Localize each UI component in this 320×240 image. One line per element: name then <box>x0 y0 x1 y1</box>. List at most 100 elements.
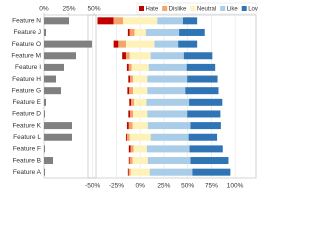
bar-segment <box>182 17 198 25</box>
bar-segment <box>113 40 119 48</box>
legend-swatch <box>241 6 247 11</box>
category-label: Feature D <box>12 111 41 118</box>
bar <box>44 17 69 25</box>
category-label: Feature N <box>12 18 41 25</box>
bar-segment <box>128 145 131 153</box>
legend-swatch <box>162 6 168 11</box>
legend-box <box>136 2 257 15</box>
bar <box>44 52 76 60</box>
x-tick-label: -50% <box>85 183 100 190</box>
bar-segment <box>125 52 130 60</box>
bar-segment <box>123 17 158 25</box>
bar-segment <box>126 133 130 141</box>
bar-segment <box>133 87 148 95</box>
legend-label: Hate <box>146 6 159 12</box>
bar <box>44 133 72 141</box>
category-label: Feature B <box>12 157 41 164</box>
category-label: Feature O <box>12 41 41 48</box>
bar-segment <box>129 157 133 165</box>
x-tick-label: 25% <box>62 6 75 13</box>
bar-segment <box>122 52 126 60</box>
x-tick-label: -25% <box>109 183 124 190</box>
bar-segment <box>126 122 129 130</box>
bar-segment <box>147 87 186 95</box>
bar-segment <box>186 63 216 71</box>
bar-segment <box>178 40 198 48</box>
legend-swatch <box>190 6 196 11</box>
bar-segment <box>128 110 131 118</box>
bar-segment <box>148 63 187 71</box>
bar-segment <box>133 75 148 83</box>
bar-segment <box>154 40 179 48</box>
bar-segment <box>189 145 223 153</box>
legend-label: Neutral <box>197 6 216 12</box>
right-plot-frame <box>87 14 257 179</box>
bar-segment <box>190 157 229 165</box>
bar-segment <box>150 52 184 60</box>
x-tick-label: 50% <box>87 6 100 13</box>
bar-segment <box>118 40 126 48</box>
bar-segment <box>127 87 130 95</box>
bar-segment <box>146 98 190 106</box>
bar-segment <box>147 122 191 130</box>
bar-segment <box>134 98 147 106</box>
bar <box>44 98 46 106</box>
bar-segment <box>129 87 134 95</box>
bar-segment <box>129 52 151 60</box>
bar-segment <box>149 168 193 176</box>
x-tick-label: 0% <box>39 6 49 13</box>
bar <box>44 110 45 118</box>
bar-segment <box>131 98 135 106</box>
bar-segment <box>131 63 149 71</box>
legend-label: Like <box>227 6 239 12</box>
legend-label: Love <box>248 6 258 12</box>
bar-segment <box>132 157 148 165</box>
bar-segment <box>128 63 132 71</box>
bar-segment <box>189 98 223 106</box>
bar <box>44 168 45 176</box>
bar-segment <box>128 157 130 165</box>
bar-segment <box>133 145 147 153</box>
category-label: Feature H <box>12 76 41 83</box>
bar-segment <box>130 145 134 153</box>
category-label: Feature M <box>11 52 41 59</box>
bar-segment <box>130 168 150 176</box>
bar-segment <box>126 63 129 71</box>
bar-segment <box>132 122 148 130</box>
bar-segment <box>183 52 213 60</box>
category-label: Feature L <box>13 134 41 141</box>
bar-segment <box>125 133 127 141</box>
bar-segment <box>185 87 219 95</box>
bar <box>44 122 72 130</box>
bar <box>44 40 92 48</box>
category-label: Feature G <box>12 87 41 94</box>
chart: 0% 25% 50% Feature N Feature J Feature O Featu… <box>11 2 258 190</box>
legend-swatch <box>220 6 226 11</box>
category-label: Feature E <box>12 99 41 106</box>
category-label: Feature I <box>15 64 41 71</box>
bar-segment <box>129 98 132 106</box>
bar-segment <box>133 110 148 118</box>
legend-swatch <box>139 6 144 11</box>
x-tick-label: 50% <box>181 183 194 190</box>
bar-segment <box>127 168 129 176</box>
bar-segment <box>147 110 188 118</box>
x-tick-label: 0% <box>136 183 146 190</box>
bar <box>44 157 53 165</box>
bar-segment <box>192 168 231 176</box>
bar <box>44 145 45 153</box>
bar-segment <box>147 157 191 165</box>
category-label: Feature J <box>14 29 41 36</box>
bar <box>44 63 64 71</box>
left-plot-frame <box>43 14 97 179</box>
bar-segment <box>134 28 146 36</box>
bar-segment <box>188 133 218 141</box>
bar-segment <box>128 122 133 130</box>
bar <box>44 28 46 36</box>
bar-segment <box>125 40 155 48</box>
category-label: Feature F <box>13 146 41 153</box>
bar-segment <box>129 28 135 36</box>
bar-segment <box>127 28 130 36</box>
bar-segment <box>130 75 134 83</box>
bar <box>44 75 56 83</box>
